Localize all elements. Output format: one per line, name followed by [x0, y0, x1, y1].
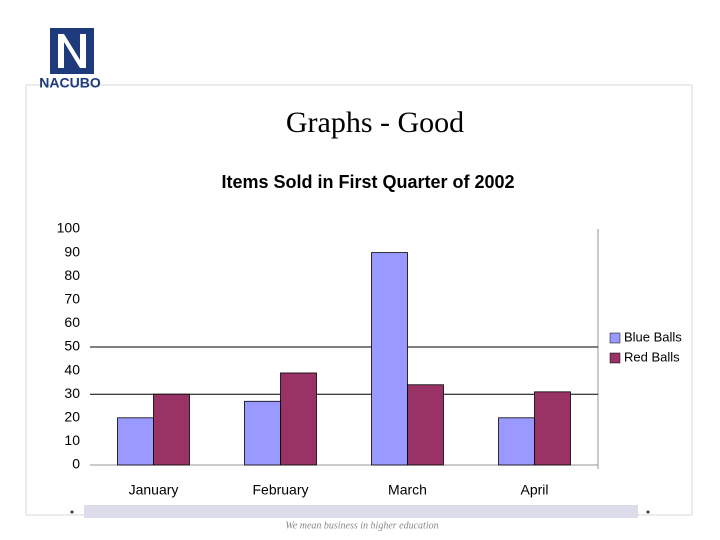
y-tick-label: 80	[64, 267, 80, 283]
bar	[534, 391, 571, 466]
x-tick-label: January	[129, 482, 179, 498]
bar	[153, 393, 190, 466]
y-tick-label: 50	[64, 338, 80, 354]
logo: NACUBO	[39, 28, 101, 91]
y-tick-label: 40	[64, 361, 80, 377]
footer-band	[84, 505, 638, 518]
chart-title: Items Sold in First Quarter of 2002	[221, 172, 514, 192]
y-tick-label: 20	[64, 409, 80, 425]
bar	[407, 384, 444, 466]
bar	[371, 252, 408, 466]
bar	[498, 417, 535, 466]
footer-dot	[70, 510, 74, 514]
bar	[280, 372, 317, 466]
logo-text: NACUBO	[39, 75, 101, 91]
y-tick-label: 30	[64, 385, 80, 401]
footer-text: We mean business in higher education	[285, 520, 438, 531]
legend-label: Blue Balls	[624, 329, 682, 344]
y-tick-label: 100	[57, 220, 81, 236]
y-tick-label: 90	[64, 243, 80, 259]
legend-label: Red Balls	[624, 349, 680, 364]
y-tick-label: 60	[64, 314, 80, 330]
logo-n	[58, 34, 86, 68]
slide-title: Graphs - Good	[286, 106, 464, 139]
y-tick-label: 10	[64, 432, 80, 448]
bar	[244, 400, 281, 466]
x-tick-label: April	[520, 482, 548, 498]
x-tick-label: February	[252, 482, 308, 498]
legend-swatch	[609, 332, 621, 344]
footer-dot	[646, 510, 650, 514]
y-tick-label: 70	[64, 291, 80, 307]
x-tick-label: March	[388, 482, 427, 498]
legend-swatch	[609, 352, 621, 364]
y-tick-label: 0	[72, 456, 80, 472]
bar	[117, 417, 154, 466]
